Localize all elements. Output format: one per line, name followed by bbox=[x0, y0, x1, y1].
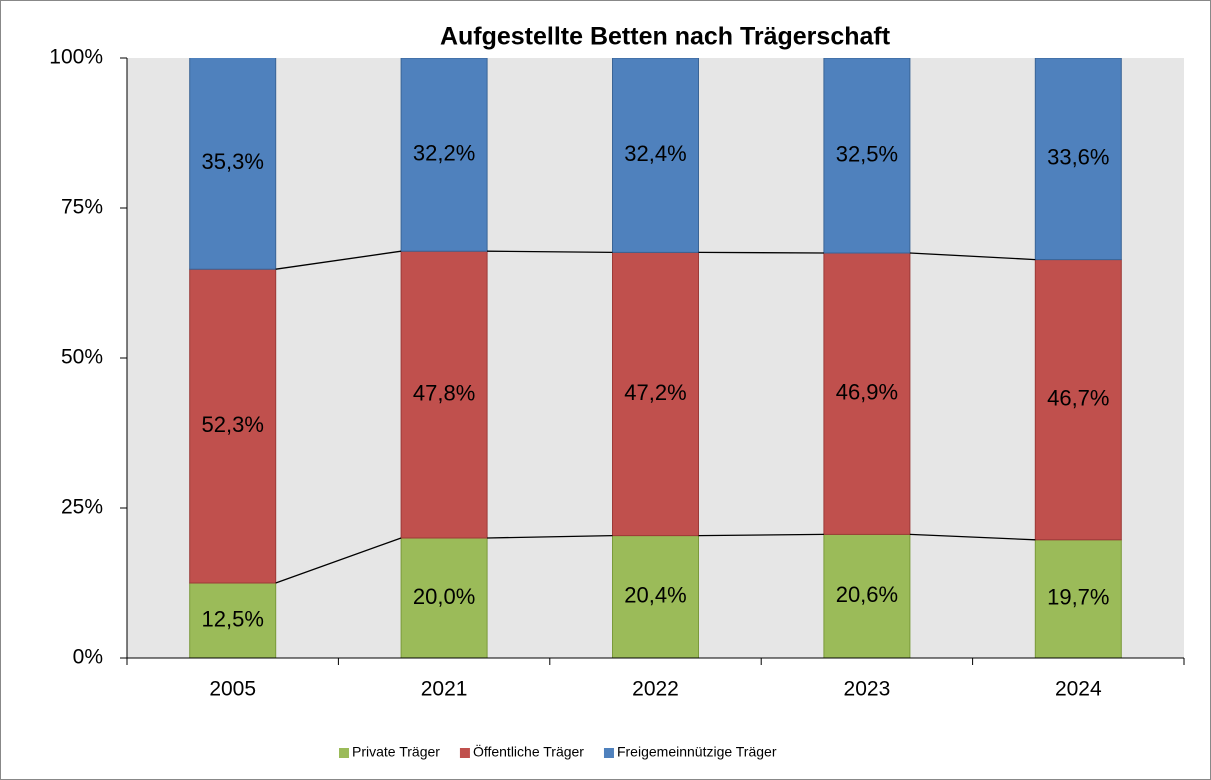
data-label: 32,5% bbox=[836, 141, 898, 166]
data-label: 20,6% bbox=[836, 582, 898, 607]
y-tick-label: 25% bbox=[61, 496, 103, 519]
y-tick-label: 50% bbox=[61, 346, 103, 369]
x-tick-label: 2005 bbox=[209, 678, 256, 701]
data-label: 32,4% bbox=[624, 141, 686, 166]
data-label: 20,0% bbox=[413, 584, 475, 609]
bar-segment bbox=[823, 533, 911, 658]
bar-segment bbox=[400, 58, 488, 252]
series-line bbox=[487, 250, 613, 254]
bar-segment bbox=[400, 250, 488, 539]
bar-segment bbox=[189, 268, 277, 584]
bar-segment bbox=[612, 251, 699, 537]
bar-segment bbox=[1034, 539, 1122, 658]
data-label: 47,2% bbox=[624, 380, 686, 405]
data-label: 19,7% bbox=[1047, 585, 1109, 610]
data-label: 20,4% bbox=[624, 583, 686, 608]
bar-segment bbox=[823, 58, 911, 254]
legend-label: Freigemeinnützige Träger bbox=[617, 744, 777, 760]
series-line bbox=[909, 252, 1036, 261]
legend-swatch bbox=[339, 748, 349, 758]
y-tick-label: 100% bbox=[49, 46, 103, 69]
data-label: 33,6% bbox=[1047, 145, 1109, 170]
data-label: 35,3% bbox=[202, 149, 264, 174]
bar-segment bbox=[612, 58, 699, 253]
data-label: 32,2% bbox=[413, 140, 475, 165]
chart-title: Aufgestellte Betten nach Trägerschaft bbox=[440, 23, 891, 51]
legend-label: Private Träger bbox=[352, 744, 440, 760]
legend: Private Träger Öffentliche Träger Freigeme… bbox=[339, 743, 777, 760]
data-label: 46,9% bbox=[836, 380, 898, 405]
series-line bbox=[275, 250, 402, 270]
legend-swatch bbox=[603, 748, 614, 758]
series-line bbox=[698, 533, 824, 537]
data-label: 47,8% bbox=[413, 380, 475, 405]
data-label: 12,5% bbox=[202, 606, 264, 631]
x-tick-label: 2021 bbox=[421, 678, 468, 701]
bar-segment bbox=[612, 535, 699, 658]
bar-segment bbox=[189, 58, 277, 270]
data-label: 52,3% bbox=[202, 412, 264, 437]
bars bbox=[189, 58, 1122, 658]
series-line bbox=[698, 251, 824, 254]
series-line bbox=[909, 533, 1036, 541]
data-label: 46,7% bbox=[1047, 386, 1109, 411]
x-tick-label: 2022 bbox=[632, 678, 679, 701]
series-line bbox=[487, 534, 613, 539]
legend-label: Öffentliche Träger bbox=[473, 743, 584, 760]
x-tick-label: 2023 bbox=[844, 678, 891, 701]
y-tick-label: 0% bbox=[73, 646, 103, 669]
bar-segment bbox=[1034, 259, 1122, 541]
x-tick-label: 2024 bbox=[1055, 678, 1102, 701]
legend-swatch bbox=[459, 748, 470, 758]
series-line bbox=[275, 537, 402, 584]
y-tick-label: 75% bbox=[61, 196, 103, 219]
bar-segment bbox=[1034, 58, 1122, 261]
bar-segment bbox=[400, 537, 488, 658]
